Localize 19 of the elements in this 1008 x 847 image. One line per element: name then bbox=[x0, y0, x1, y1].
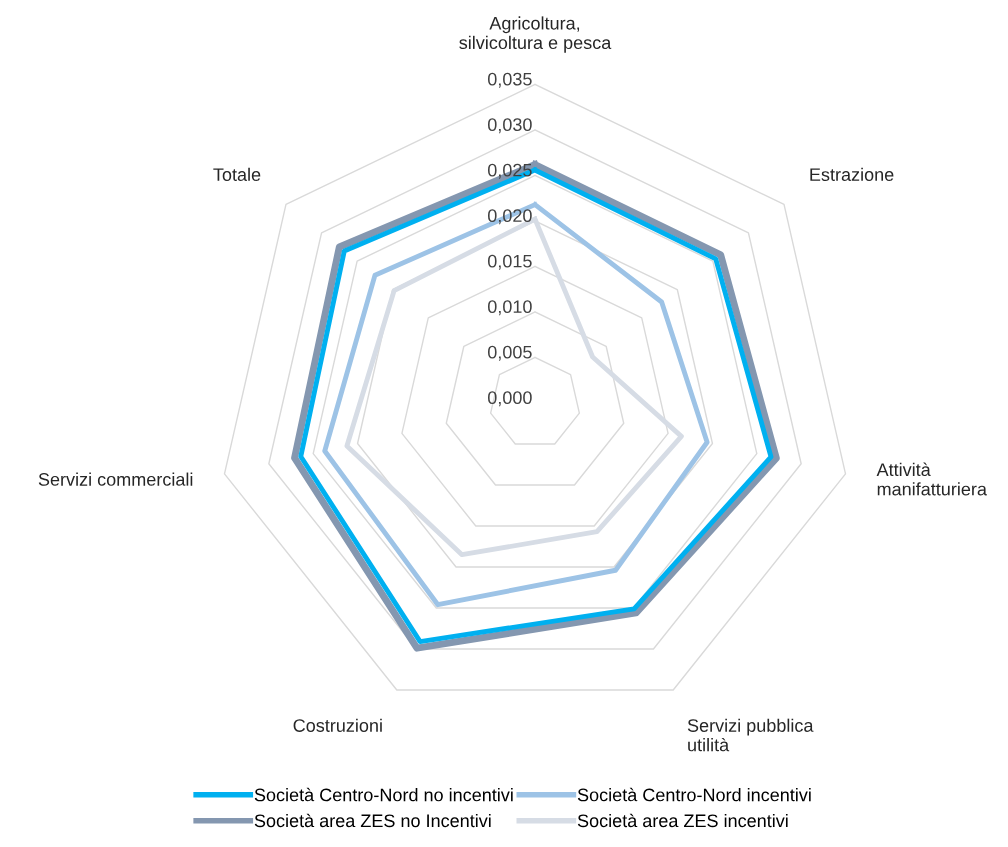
spoke-label: Servizi pubblica utilità bbox=[687, 718, 814, 752]
legend-label: Società Centro-Nord no incentivi bbox=[254, 787, 513, 802]
y-tick-label: 0,025 bbox=[487, 163, 532, 179]
y-tick-label: 0,010 bbox=[487, 300, 532, 316]
spoke-label: Servizi commerciali bbox=[38, 472, 193, 486]
spoke-label: Estrazione bbox=[810, 167, 894, 181]
y-tick-label: 0,030 bbox=[487, 118, 532, 134]
y-tick-label: 0,020 bbox=[487, 209, 532, 225]
spoke-label: Attività manifatturiera bbox=[876, 462, 987, 496]
y-tick-label: 0,000 bbox=[487, 391, 532, 407]
legend-label: Società area ZES incentivi bbox=[577, 813, 788, 828]
spoke-label: Totale bbox=[213, 167, 261, 181]
legend-label: Società area ZES no Incentivi bbox=[254, 813, 491, 828]
y-tick-label: 0,005 bbox=[487, 345, 532, 361]
spoke-label: Agricoltura, silvicoltura e pesca bbox=[459, 16, 612, 53]
y-tick-label: 0,035 bbox=[487, 72, 532, 88]
legend-label: Società Centro-Nord incentivi bbox=[577, 787, 811, 802]
y-tick-label: 0,015 bbox=[487, 254, 532, 270]
spoke-label: Costruzioni bbox=[293, 718, 382, 732]
